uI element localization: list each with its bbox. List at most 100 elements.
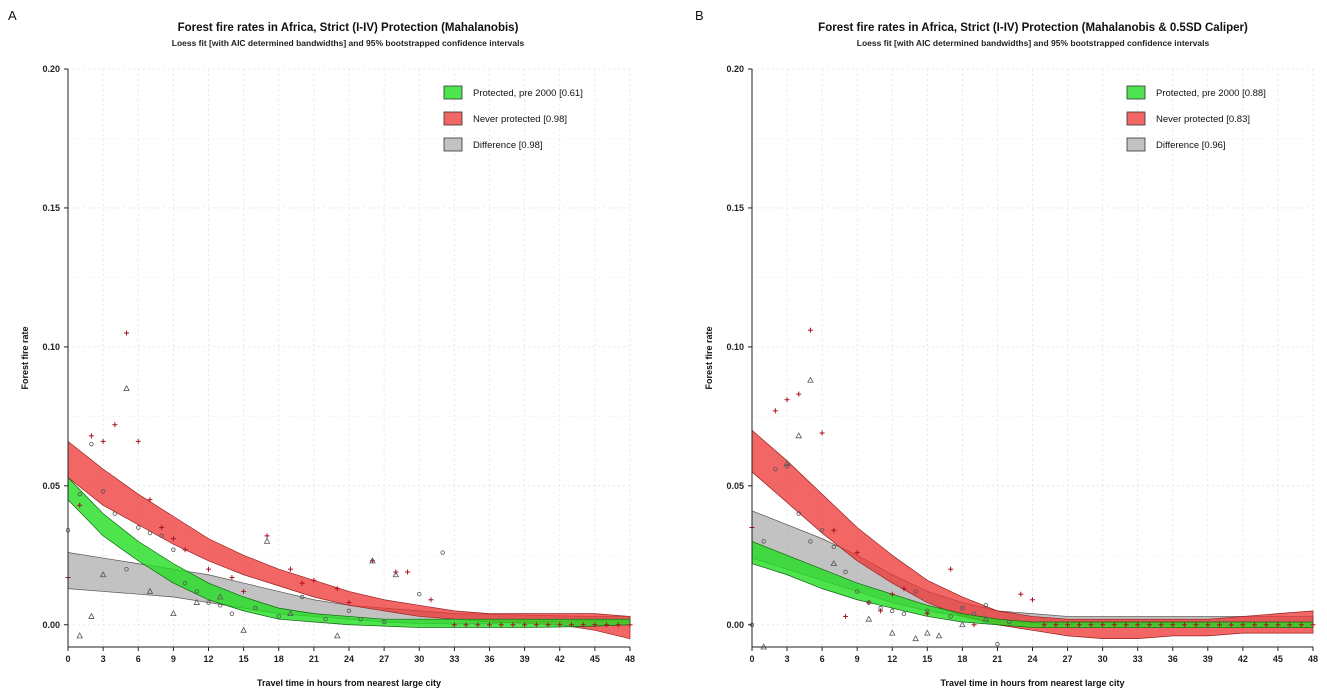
y-tick-label: 0.20 (42, 64, 60, 74)
point-protected-triangle (146, 587, 154, 594)
point-protected-circle (796, 511, 801, 516)
point-never-plus (1100, 622, 1106, 628)
point-protected-circle (381, 619, 387, 625)
point-protected-circle (147, 530, 153, 536)
point-protected-triangle (865, 615, 873, 622)
x-tick-label: 45 (590, 654, 600, 664)
point-never-plus (428, 597, 434, 603)
point-protected-circle (901, 611, 907, 616)
x-tick-label: 15 (922, 654, 932, 664)
point-never-plus (1298, 622, 1304, 628)
x-tick-label: 12 (887, 654, 897, 664)
point-never-plus (878, 608, 884, 614)
x-tick-label: 30 (414, 654, 424, 664)
point-never-plus (112, 422, 118, 428)
point-protected-circle (808, 539, 813, 544)
point-protected-triangle (216, 593, 224, 600)
point-never-plus (1123, 622, 1129, 628)
legend-label-difference: Difference [0.98] (473, 140, 543, 151)
point-never-plus (135, 438, 141, 444)
point-never-plus (1310, 622, 1316, 628)
point-protected-circle (925, 608, 930, 614)
legend-label-protected: Protected, pre 2000 [0.61] (473, 88, 583, 99)
point-protected-triangle (924, 629, 931, 636)
point-never-plus (498, 622, 504, 628)
point-never-plus (100, 438, 106, 444)
point-never-plus (206, 566, 211, 572)
point-never-plus (229, 575, 235, 581)
x-tick-label: 48 (1308, 654, 1318, 664)
point-protected-circle (218, 603, 223, 608)
x-tick-label: 36 (1168, 654, 1178, 664)
x-axis-label: Travel time in hours from nearest large … (940, 678, 1124, 688)
point-never-plus (1018, 591, 1024, 597)
point-protected-circle (276, 614, 281, 619)
point-never-plus (88, 433, 94, 439)
point-never-plus (159, 525, 165, 531)
point-protected-circle (983, 603, 988, 608)
point-protected-triangle (170, 610, 177, 617)
x-tick-label: 33 (449, 654, 459, 664)
point-never-plus (1228, 622, 1234, 628)
x-tick-label: 30 (1098, 654, 1108, 664)
point-never-plus (287, 566, 293, 572)
point-protected-circle (299, 594, 305, 600)
point-protected-triangle (807, 376, 814, 383)
point-never-plus (1287, 622, 1293, 628)
x-tick-label: 48 (625, 654, 635, 664)
x-tick-label: 18 (957, 654, 967, 664)
x-tick-label: 12 (203, 654, 213, 664)
point-never-plus (924, 611, 930, 617)
point-never-plus (1181, 622, 1187, 628)
chart-title: Forest fire rates in Africa, Strict (I-I… (178, 22, 519, 34)
point-never-plus (1088, 622, 1094, 628)
point-protected-triangle (912, 635, 919, 642)
x-tick-label: 3 (101, 654, 106, 664)
point-protected-triangle (76, 632, 83, 639)
x-tick-label: 21 (992, 654, 1002, 664)
point-never-plus (487, 622, 492, 628)
point-protected-circle (323, 617, 328, 622)
legend-swatch-never (1126, 111, 1146, 126)
y-tick-label: 0.15 (726, 203, 744, 213)
point-never-plus (334, 586, 340, 592)
x-tick-label: 42 (1238, 654, 1248, 664)
point-protected-circle (253, 605, 258, 611)
x-tick-label: 27 (379, 654, 389, 664)
point-protected-triangle (795, 432, 803, 439)
point-protected-triangle (193, 598, 201, 605)
point-protected-circle (77, 491, 82, 497)
point-never-plus (451, 622, 457, 628)
point-never-plus (1263, 622, 1269, 628)
point-protected-circle (100, 489, 106, 494)
point-never-plus (843, 613, 848, 619)
x-tick-label: 18 (274, 654, 284, 664)
point-never-plus (1065, 622, 1071, 628)
point-protected-triangle (392, 571, 400, 578)
point-protected-circle (819, 528, 825, 533)
y-axis-label: Forest fire rate (704, 326, 714, 389)
legend-label-protected: Protected, pre 2000 [0.88] (1156, 88, 1266, 99)
point-protected-circle (890, 608, 895, 614)
grid (67, 68, 631, 647)
x-tick-label: 33 (1133, 654, 1143, 664)
point-never-plus (1193, 622, 1199, 628)
point-protected-circle (831, 544, 837, 550)
y-tick-label: 0.05 (42, 481, 60, 491)
y-tick-label: 0.15 (42, 203, 60, 213)
point-never-plus (1111, 622, 1117, 628)
point-never-plus (854, 550, 860, 556)
point-never-plus (889, 591, 895, 597)
point-never-plus (147, 497, 153, 503)
point-never-plus (264, 533, 270, 539)
x-tick-label: 9 (855, 654, 860, 664)
point-protected-circle (854, 589, 860, 594)
point-never-plus (592, 622, 598, 628)
x-tick-label: 0 (65, 654, 70, 664)
legend-swatch-never (443, 111, 463, 126)
band-protected (751, 540, 1314, 628)
point-never-plus (831, 527, 837, 533)
x-tick-label: 24 (344, 654, 354, 664)
chart-title: Forest fire rates in Africa, Strict (I-I… (818, 22, 1248, 34)
